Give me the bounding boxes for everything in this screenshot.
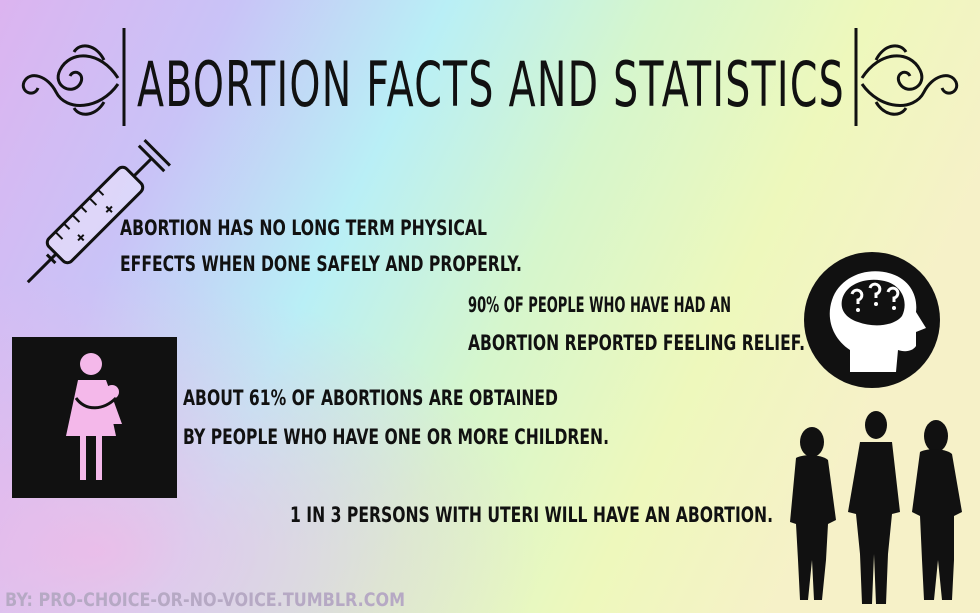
fact-line: ABORTION REPORTED FEELING RELIEF. [468, 331, 805, 355]
fact-line: ABORTION HAS NO LONG TERM PHYSICAL [120, 216, 487, 240]
parent-icon [12, 337, 177, 498]
fact-line: EFFECTS WHEN DONE SAFELY AND PROPERLY. [120, 252, 522, 276]
head-icon [804, 252, 940, 388]
credit: BY: PRO-CHOICE-OR-NO-VOICE.TUMBLR.COM [5, 589, 405, 611]
fact-line: ABOUT 61% OF ABORTIONS ARE OBTAINED [183, 386, 558, 410]
fact-line: BY PEOPLE WHO HAVE ONE OR MORE CHILDREN. [183, 425, 609, 449]
syringe-icon [26, 138, 172, 284]
title: ABORTION FACTS AND STATISTICS [137, 48, 845, 121]
people-silhouettes [790, 411, 962, 604]
fact-line: 1 IN 3 PERSONS WITH UTERI WILL HAVE AN A… [290, 503, 773, 527]
fact-line: 90% OF PEOPLE WHO HAVE HAD AN [468, 293, 731, 317]
flourish-left [21, 28, 126, 126]
flourish-right [854, 28, 959, 126]
